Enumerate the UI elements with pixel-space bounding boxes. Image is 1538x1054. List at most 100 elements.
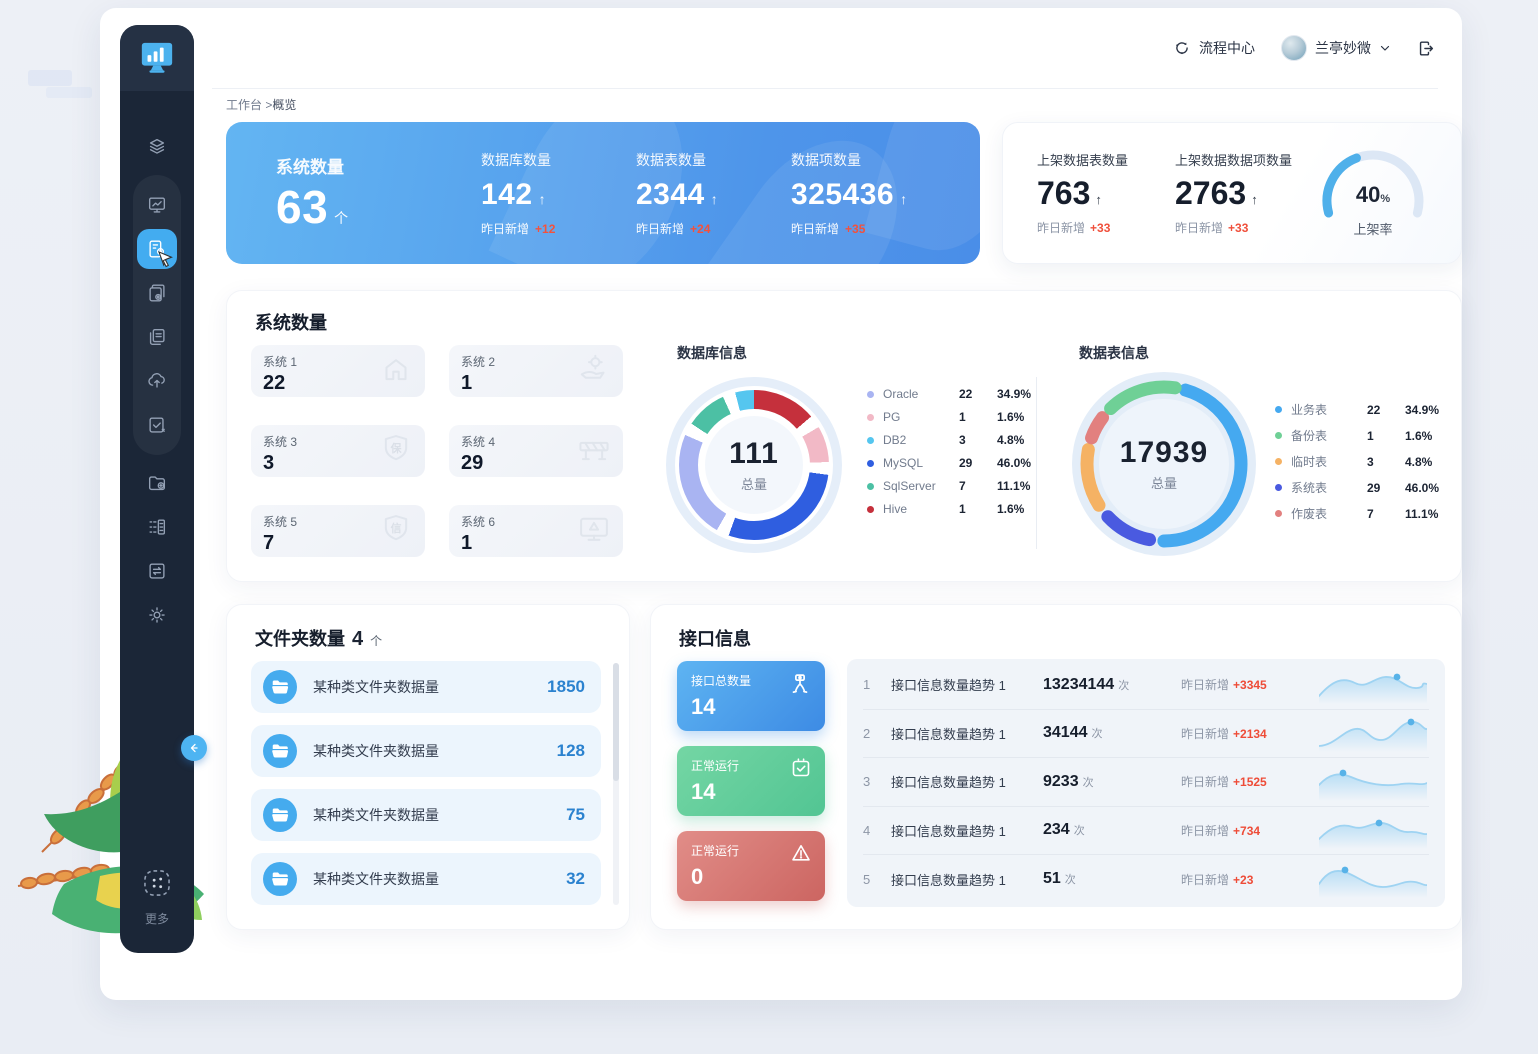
- donut-total: 17939: [1119, 436, 1209, 469]
- logout-button[interactable]: [1417, 39, 1436, 58]
- legend-row[interactable]: MySQL 29 46.0%: [867, 456, 1045, 470]
- system-value: 29: [461, 452, 484, 474]
- scrollbar[interactable]: [613, 663, 619, 905]
- legend-row[interactable]: DB2 3 4.8%: [867, 433, 1045, 447]
- stat-label: 系统数量: [276, 157, 344, 177]
- legend-value: 7: [1367, 506, 1374, 521]
- legend-name: Oracle: [883, 387, 919, 401]
- barrier-icon: [575, 432, 613, 475]
- system-value: 3: [263, 452, 275, 474]
- folder-row[interactable]: 某种类文件夹数据量 1850: [251, 661, 601, 713]
- trend-sparkline: [1319, 673, 1427, 704]
- legend-row[interactable]: 业务表 22 34.9%: [1275, 401, 1453, 418]
- folder-row[interactable]: 某种类文件夹数据量 128: [251, 725, 601, 777]
- legend-percent: 4.8%: [997, 433, 1025, 447]
- system-name: 系统 1: [263, 355, 298, 369]
- unit-label: 个: [334, 209, 349, 226]
- sidebar-item-doc-transfer[interactable]: [137, 551, 177, 591]
- sidebar-item-folder-plus[interactable]: [137, 463, 177, 503]
- folder-row[interactable]: 某种类文件夹数据量 32: [251, 853, 601, 905]
- legend-row[interactable]: SqlServer 7 11.1%: [867, 479, 1045, 493]
- interface-row[interactable]: 3 接口信息数量趋势 1 9233 次 昨日新增 +1525: [863, 758, 1429, 807]
- gauge-label: 上架率: [1353, 222, 1393, 237]
- interface-row[interactable]: 5 接口信息数量趋势 1 51 次 昨日新增 +23: [863, 855, 1429, 904]
- system-name: 系统 2: [461, 355, 496, 369]
- row-delta: 昨日新增 +23: [1181, 872, 1254, 887]
- tripod-icon: [787, 671, 813, 702]
- legend-percent: 1.6%: [997, 410, 1025, 424]
- folders-section: 文件夹数量 4 个 某种类文件夹数据量 1850 某种类文件夹数据量 128 某种类文件…: [226, 604, 630, 930]
- card-value: 0: [691, 864, 704, 889]
- collapse-sidebar-button[interactable]: [181, 735, 207, 761]
- user-menu[interactable]: 兰亭妙微: [1281, 35, 1391, 61]
- sidebar-item-org-list[interactable]: [137, 507, 177, 547]
- interface-stat-card[interactable]: 接口总数量 14: [677, 661, 825, 731]
- legend-row[interactable]: 临时表 3 4.8%: [1275, 453, 1453, 470]
- db-chart-title: 数据库信息: [677, 345, 747, 361]
- gauge-unit: %: [1380, 193, 1391, 205]
- system-card[interactable]: 系统 4 29: [449, 425, 623, 477]
- process-center-button[interactable]: 流程中心: [1173, 38, 1255, 58]
- folder-icon: [263, 862, 297, 896]
- legend-dot: [867, 390, 874, 398]
- sidebar-item-layers[interactable]: [137, 127, 177, 167]
- arrow-left-icon: [190, 743, 198, 753]
- banner-stat: 数据表数量 2344 ↑ 昨日新增 +24: [636, 150, 791, 237]
- legend-value: 3: [959, 433, 966, 447]
- legend-value: 29: [1367, 480, 1381, 495]
- banner-stat: 数据项数量 325436 ↑ 昨日新增 +35: [791, 150, 953, 237]
- legend-percent: 1.6%: [1405, 428, 1433, 443]
- scrollbar-thumb[interactable]: [613, 663, 619, 781]
- interface-stat-card[interactable]: 正常运行 14: [677, 746, 825, 816]
- system-card[interactable]: 系统 1 22: [251, 345, 425, 397]
- row-index: 4: [863, 822, 871, 838]
- breadcrumb-root[interactable]: 工作台: [226, 98, 263, 112]
- shelf-rate-gauge: 40% 上架率: [1313, 148, 1433, 238]
- delta-label: 昨日新增: [1175, 221, 1224, 235]
- legend-row[interactable]: 作废表 7 11.1%: [1275, 505, 1453, 522]
- row-name: 接口信息数量趋势 1: [891, 775, 1006, 791]
- system-value: 7: [263, 532, 275, 554]
- system-card[interactable]: 系统 6 1: [449, 505, 623, 557]
- sidebar-item-cloud[interactable]: [137, 361, 177, 401]
- legend-dot: [1275, 458, 1282, 465]
- table-chart-title: 数据表信息: [1079, 345, 1149, 361]
- sidebar-item-task-check[interactable]: [137, 405, 177, 445]
- folder-count-unit: 个: [370, 634, 383, 648]
- breadcrumb[interactable]: 工作台 >概览: [226, 96, 296, 113]
- interface-row[interactable]: 1 接口信息数量趋势 1 13234144 次 昨日新增 +3345: [863, 661, 1429, 710]
- folder-row[interactable]: 某种类文件夹数据量 75: [251, 789, 601, 841]
- sidebar-item-monitor-chart[interactable]: [137, 185, 177, 225]
- service-icon: [575, 352, 613, 395]
- legend-row[interactable]: 备份表 1 1.6%: [1275, 427, 1453, 444]
- database-donut-chart[interactable]: 111 总量: [666, 377, 842, 553]
- row-unit: 次: [1091, 728, 1103, 741]
- logout-icon: [1419, 40, 1434, 56]
- more-button[interactable]: [137, 863, 177, 903]
- sidebar-item-copy-docs[interactable]: [137, 317, 177, 357]
- system-card[interactable]: 系统 5 7 信: [251, 505, 425, 557]
- row-index: 5: [863, 871, 871, 887]
- sidebar-item-doc-gear[interactable]: [137, 273, 177, 313]
- interface-row[interactable]: 2 接口信息数量趋势 1 34144 次 昨日新增 +2134: [863, 710, 1429, 758]
- interface-row[interactable]: 4 接口信息数量趋势 1 234 次 昨日新增 +734: [863, 807, 1429, 855]
- sidebar-item-settings[interactable]: [137, 595, 177, 635]
- interface-table: 1 接口信息数量趋势 1 13234144 次 昨日新增 +3345 2 接口信息数量趋势 1…: [847, 659, 1445, 907]
- process-center-label: 流程中心: [1199, 40, 1255, 56]
- legend-row[interactable]: Hive 1 1.6%: [867, 502, 1045, 516]
- legend-row[interactable]: PG 1 1.6%: [867, 410, 1045, 424]
- app-logo[interactable]: [120, 25, 194, 91]
- legend-row[interactable]: 系统表 29 46.0%: [1275, 479, 1453, 496]
- system-card[interactable]: 系统 2 1: [449, 345, 623, 397]
- legend-percent: 4.8%: [1405, 454, 1433, 469]
- donut-total: 111: [729, 437, 779, 470]
- system-card[interactable]: 系统 3 3 保: [251, 425, 425, 477]
- sidebar-item-data-gear[interactable]: [137, 229, 177, 269]
- legend-row[interactable]: Oracle 22 34.9%: [867, 387, 1045, 401]
- row-unit: 次: [1082, 776, 1094, 789]
- gauge-value: 40: [1355, 182, 1381, 207]
- table-donut-chart[interactable]: 17939 总量: [1072, 372, 1256, 556]
- delta-value: +23: [1233, 872, 1254, 887]
- interface-stat-card[interactable]: 正常运行 0: [677, 831, 825, 901]
- folder-value: 1850: [547, 677, 585, 696]
